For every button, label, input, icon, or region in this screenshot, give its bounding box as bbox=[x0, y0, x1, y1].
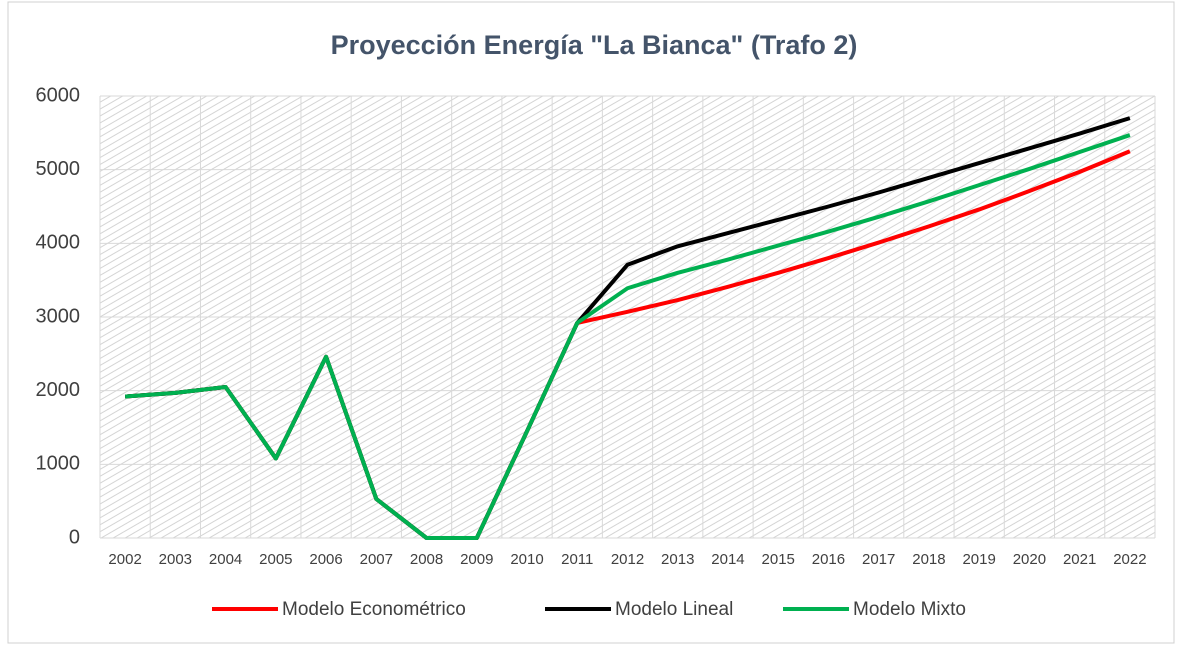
y-tick-label: 6000 bbox=[36, 84, 81, 106]
x-tick-label: 2018 bbox=[912, 551, 945, 568]
x-tick-label: 2016 bbox=[812, 551, 845, 568]
x-tick-label: 2012 bbox=[611, 551, 644, 568]
x-tick-label: 2015 bbox=[762, 551, 795, 568]
x-tick-label: 2005 bbox=[259, 551, 292, 568]
x-tick-label: 2002 bbox=[108, 551, 141, 568]
x-tick-label: 2008 bbox=[410, 551, 443, 568]
legend-label: Modelo Mixto bbox=[853, 599, 966, 620]
x-tick-label: 2013 bbox=[661, 551, 694, 568]
x-tick-label: 2014 bbox=[711, 551, 744, 568]
x-tick-label: 2011 bbox=[561, 551, 593, 568]
x-tick-label: 2010 bbox=[510, 551, 543, 568]
x-tick-label: 2007 bbox=[360, 551, 393, 568]
x-tick-label: 2017 bbox=[862, 551, 895, 568]
x-tick-label: 2004 bbox=[209, 551, 242, 568]
y-tick-label: 0 bbox=[69, 526, 80, 548]
x-tick-label: 2020 bbox=[1013, 551, 1046, 568]
x-tick-label: 2022 bbox=[1113, 551, 1146, 568]
x-tick-label: 2009 bbox=[460, 551, 493, 568]
y-tick-label: 1000 bbox=[36, 453, 81, 475]
x-tick-label: 2021 bbox=[1063, 551, 1096, 568]
x-tick-label: 2019 bbox=[962, 551, 995, 568]
legend-label: Modelo Econométrico bbox=[282, 599, 466, 620]
chart-title: Proyección Energía "La Bianca" (Trafo 2) bbox=[331, 30, 858, 60]
y-tick-label: 5000 bbox=[36, 158, 81, 180]
legend-label: Modelo Lineal bbox=[615, 599, 733, 620]
x-tick-label: 2006 bbox=[309, 551, 342, 568]
y-tick-label: 4000 bbox=[36, 232, 81, 254]
y-tick-label: 2000 bbox=[36, 379, 81, 401]
series-line bbox=[124, 133, 1131, 540]
y-tick-label: 3000 bbox=[36, 305, 81, 327]
x-tick-label: 2003 bbox=[159, 551, 192, 568]
